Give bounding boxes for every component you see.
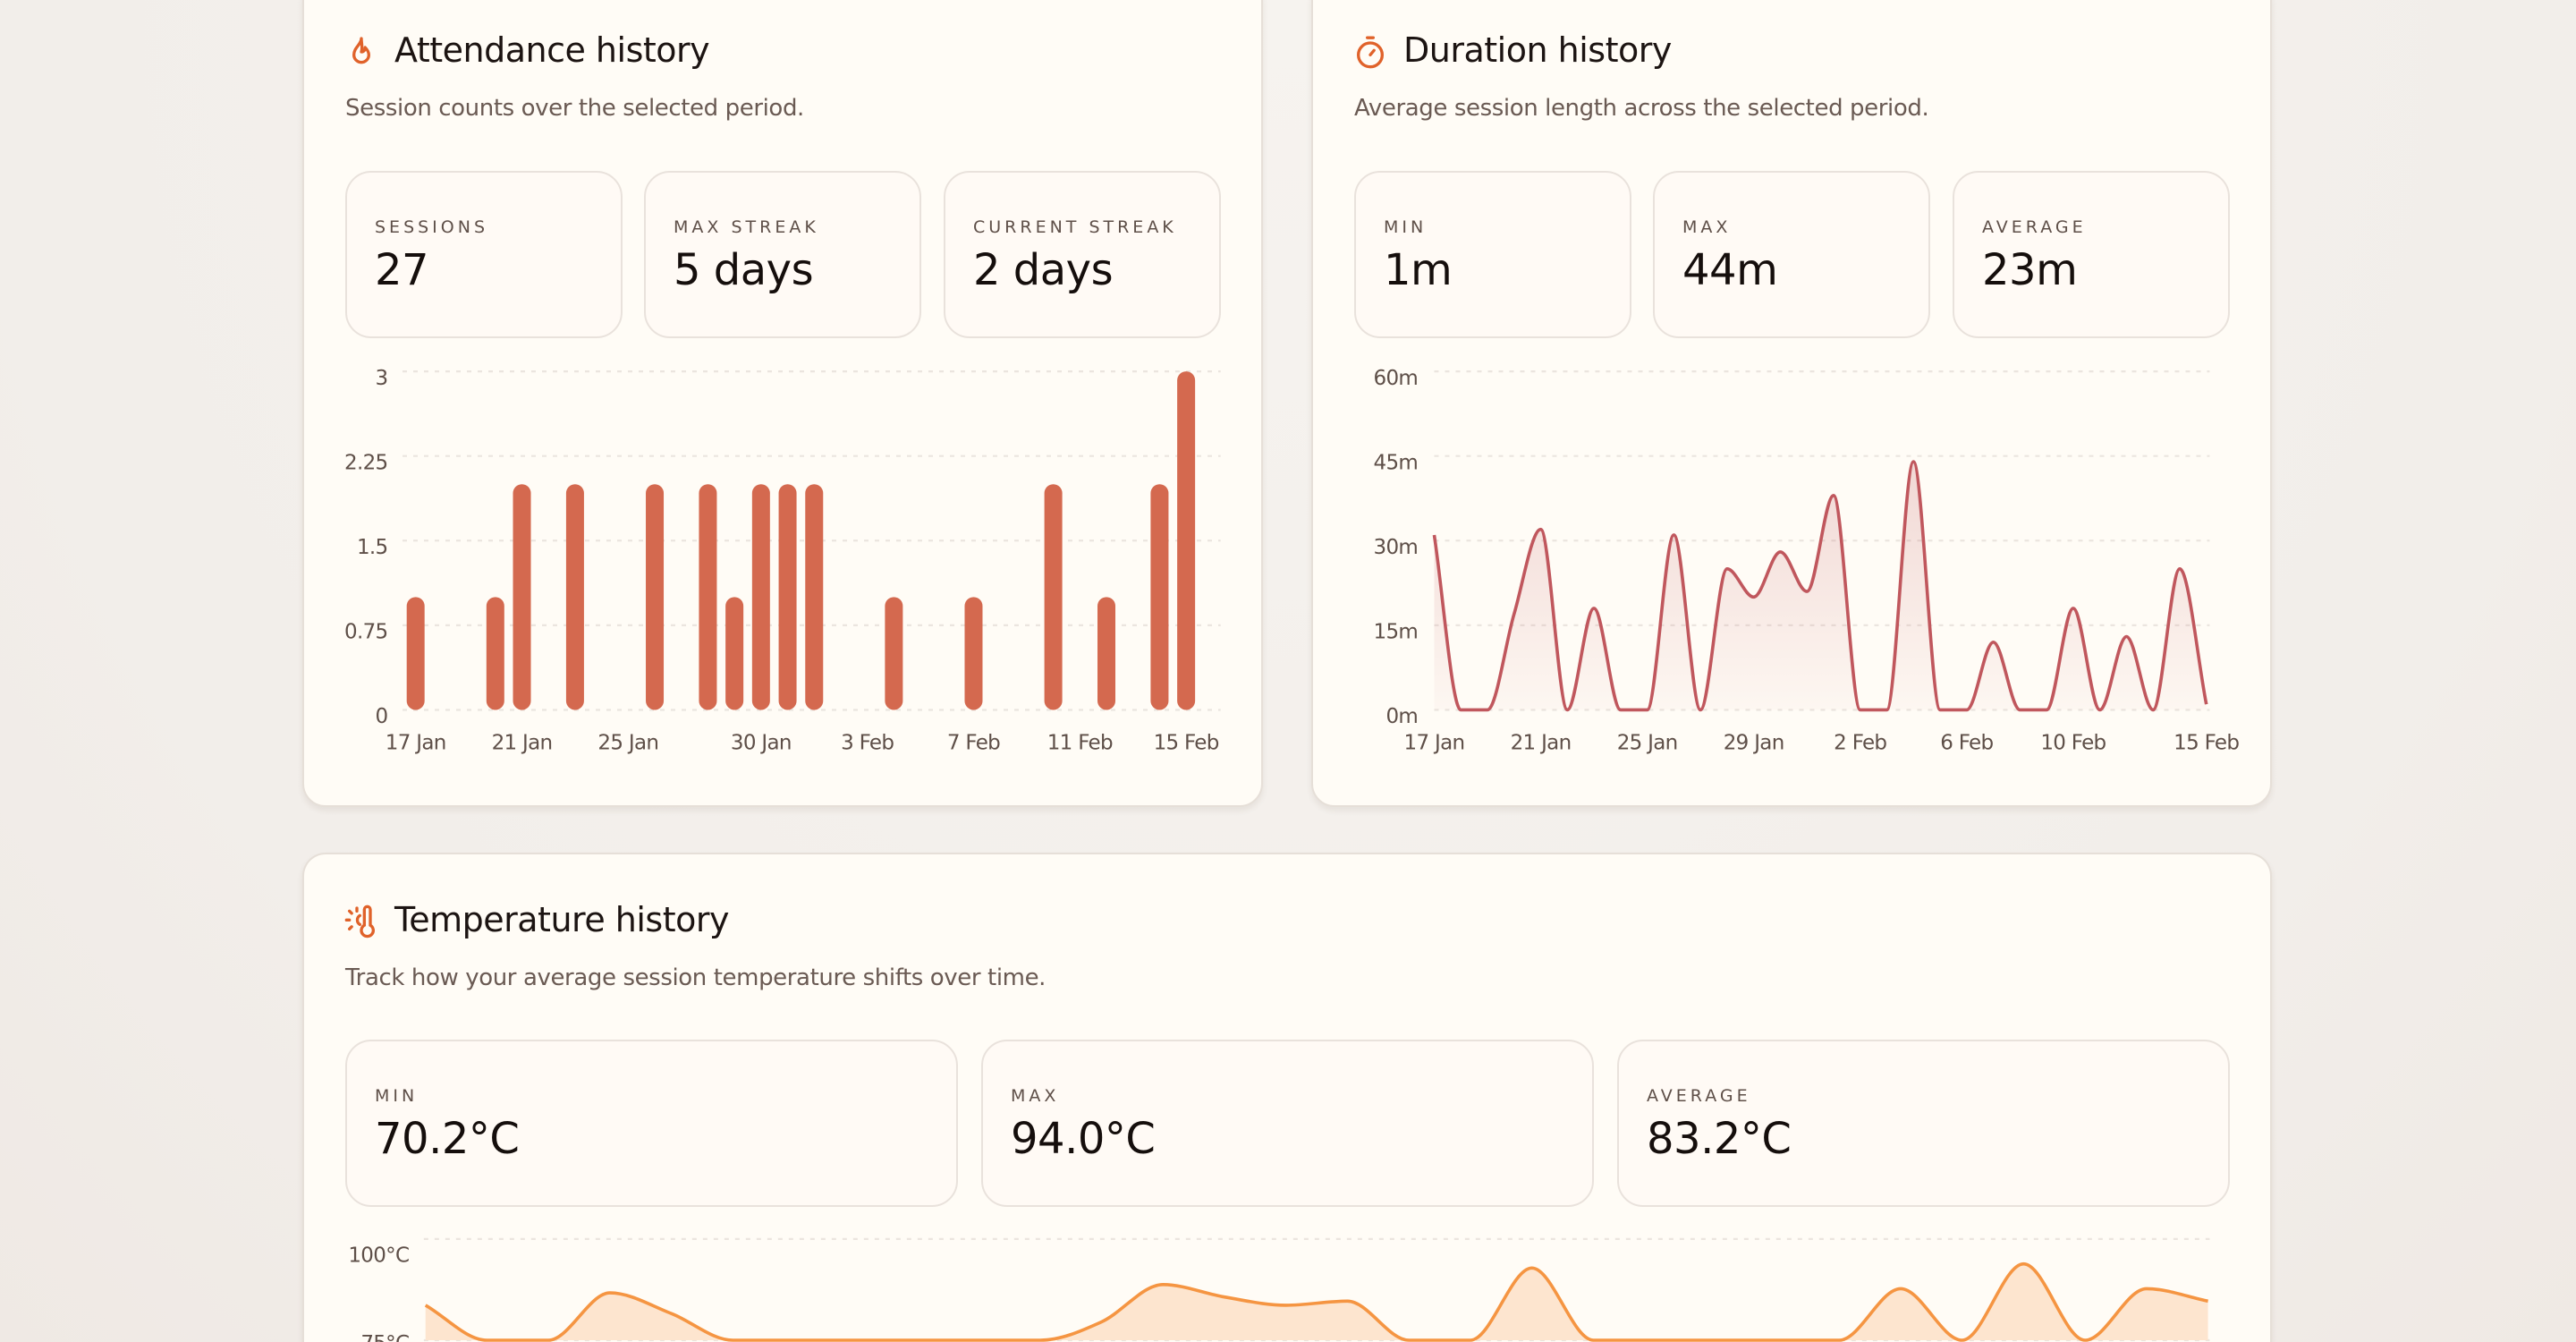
- x-tick-label: 30 Jan: [731, 732, 792, 755]
- bar: [486, 597, 504, 710]
- x-tick-label: 17 Jan: [386, 732, 446, 755]
- stat-value: 23m: [1982, 245, 2078, 295]
- x-tick-label: 25 Jan: [597, 732, 658, 755]
- y-tick-label: 30m: [1374, 536, 1419, 559]
- bar: [778, 484, 797, 710]
- bar: [1044, 484, 1063, 710]
- stat-max: MAX 44m: [1653, 171, 1930, 338]
- x-tick-label: 6 Feb: [1940, 732, 1993, 755]
- stat-label: MAX: [1011, 1086, 1060, 1106]
- chart-2: 75°C 100°C: [348, 1237, 2210, 1342]
- stat-label: MAX STREAK: [674, 217, 819, 237]
- x-tick-label: 25 Jan: [1617, 732, 1678, 755]
- y-tick-label: 0m: [1385, 705, 1418, 728]
- bar: [751, 484, 770, 710]
- stat-label: SESSIONS: [375, 217, 489, 237]
- x-tick-label: 10 Feb: [2040, 732, 2106, 755]
- stat-label: MIN: [375, 1086, 419, 1106]
- chart-0: 0 0.75 1.5 2.25 3 17 Jan 21 Jan 25 Jan 30 Jan 3 F…: [344, 367, 1221, 755]
- stat-value: 70.2°C: [375, 1114, 520, 1164]
- temperature-card: Temperature history Track how your avera…: [302, 853, 2272, 1342]
- y-tick-label: 3: [376, 367, 388, 390]
- y-tick-label: 2.25: [344, 451, 387, 474]
- bar: [885, 597, 903, 710]
- stat-value: 83.2°C: [1647, 1114, 1792, 1164]
- x-tick-label: 15 Feb: [1154, 732, 1219, 755]
- thermometer-sun-icon: [344, 905, 375, 939]
- x-tick-label: 3 Feb: [841, 732, 894, 755]
- flame-icon: [352, 37, 370, 64]
- bar: [646, 484, 665, 710]
- y-tick-label: 1.5: [357, 536, 387, 559]
- x-tick-label: 21 Jan: [492, 732, 553, 755]
- card-title: Duration history: [1403, 30, 1672, 70]
- stat-label: MAX: [1682, 217, 1732, 237]
- bar: [964, 597, 983, 710]
- x-tick-label: 21 Jan: [1511, 732, 1572, 755]
- area-fill: [425, 1263, 2208, 1340]
- stat-label: AVERAGE: [1647, 1086, 1751, 1106]
- stat-value: 1m: [1384, 245, 1453, 295]
- bar: [699, 484, 717, 710]
- stat-value: 2 days: [973, 245, 1114, 295]
- x-tick-label: 11 Feb: [1047, 732, 1113, 755]
- bar: [805, 484, 824, 710]
- bar: [725, 597, 744, 710]
- y-tick-label: 100°C: [348, 1244, 409, 1268]
- series-line: [1432, 460, 2208, 712]
- stat-min: MIN 70.2°C: [345, 1040, 958, 1207]
- bar: [1097, 597, 1116, 710]
- stat-max-streak: MAX STREAK 5 days: [644, 171, 921, 338]
- card-subtitle: Average session length across the select…: [1354, 95, 1929, 122]
- y-tick-label: 75°C: [360, 1332, 409, 1342]
- bar: [1150, 484, 1169, 710]
- stat-label: AVERAGE: [1982, 217, 2087, 237]
- stat-label: MIN: [1384, 217, 1428, 237]
- stat-max: MAX 94.0°C: [981, 1040, 1594, 1207]
- x-tick-label: 15 Feb: [2174, 732, 2239, 755]
- card-subtitle: Session counts over the selected period.: [345, 95, 804, 122]
- y-tick-label: 0: [376, 705, 388, 728]
- stat-sessions: SESSIONS 27: [345, 171, 623, 338]
- series-line: [424, 1261, 2208, 1342]
- stat-value: 5 days: [674, 245, 814, 295]
- bar: [1177, 371, 1196, 710]
- stat-min: MIN 1m: [1354, 171, 1631, 338]
- stat-label: CURRENT STREAK: [973, 217, 1177, 237]
- stat-current-streak: CURRENT STREAK 2 days: [944, 171, 1221, 338]
- card-title: Temperature history: [394, 900, 730, 939]
- chart-1: 0m 15m 30m 45m 60m 17 Jan 21 Jan 25 Jan 29 Jan 2 …: [1374, 367, 2241, 755]
- y-tick-label: 0.75: [344, 621, 387, 644]
- stopwatch-icon: [1357, 36, 1384, 69]
- stat-value: 44m: [1682, 245, 1778, 295]
- stat-value: 94.0°C: [1011, 1114, 1156, 1164]
- y-tick-label: 60m: [1374, 367, 1419, 390]
- bar: [406, 597, 425, 710]
- x-tick-label: 2 Feb: [1834, 732, 1886, 755]
- card-title: Attendance history: [394, 30, 710, 70]
- attendance-card: Attendance history Session counts over t…: [302, 0, 1263, 807]
- card-subtitle: Track how your average session temperatu…: [345, 964, 1046, 991]
- stat-average: AVERAGE 83.2°C: [1617, 1040, 2230, 1207]
- x-tick-label: 29 Jan: [1724, 732, 1784, 755]
- x-tick-label: 17 Jan: [1404, 732, 1465, 755]
- bar: [513, 484, 531, 710]
- stat-average: AVERAGE 23m: [1953, 171, 2230, 338]
- bar: [565, 484, 584, 710]
- x-tick-label: 7 Feb: [947, 732, 1000, 755]
- stat-value: 27: [375, 245, 429, 295]
- y-tick-label: 15m: [1374, 621, 1419, 644]
- area-fill: [1434, 462, 2207, 710]
- y-tick-label: 45m: [1374, 451, 1419, 474]
